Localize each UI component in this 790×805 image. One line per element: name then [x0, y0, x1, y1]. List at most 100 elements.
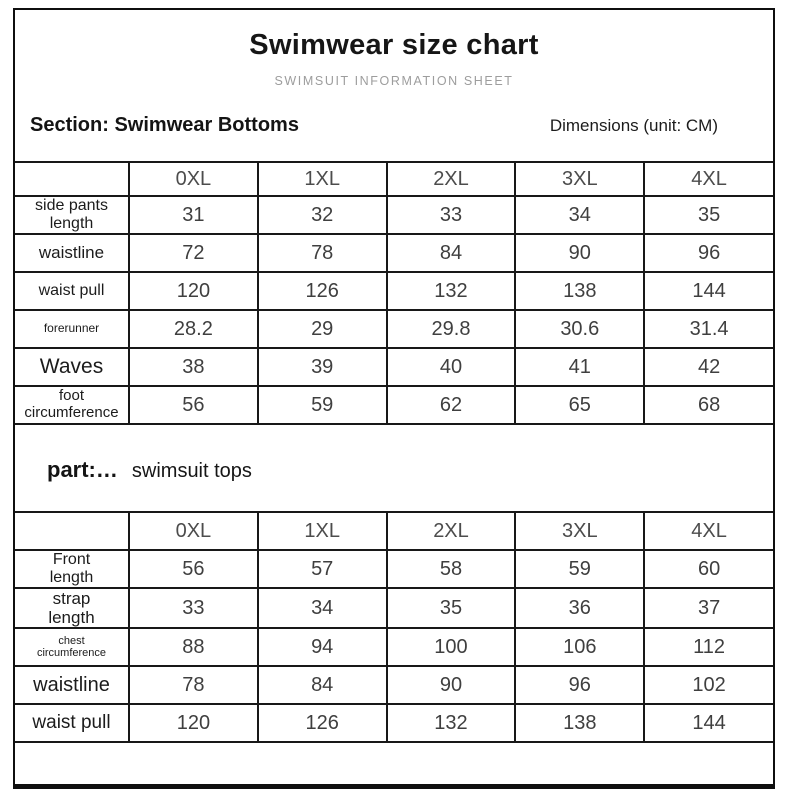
row-label: waistline [15, 233, 130, 273]
size-value-cell: 29 [256, 309, 388, 349]
tops-header-row: 0XL 1XL 2XL 3XL 4XL [15, 511, 773, 551]
corner-cell [15, 511, 130, 551]
size-value-cell: 126 [256, 703, 388, 744]
size-value-cell: 58 [385, 549, 517, 589]
size-value-cell: 59 [256, 385, 388, 425]
size-value-cell: 138 [514, 703, 646, 744]
size-value-cell: 33 [385, 195, 517, 235]
size-value-cell: 144 [643, 271, 773, 311]
table-row-chest-circumference: chest circumference 88 94 100 106 112 [15, 627, 773, 668]
size-column-header: 4XL [643, 511, 773, 551]
size-value-cell: 102 [643, 665, 773, 706]
size-value-cell: 34 [256, 586, 388, 630]
corner-cell [15, 161, 130, 197]
size-column-header: 4XL [643, 161, 773, 197]
row-label: side pants length [15, 195, 130, 235]
size-value-cell: 96 [643, 233, 773, 273]
section-bottoms-heading: Section: Swimwear Bottoms [30, 114, 299, 136]
row-label: foot circumference [15, 385, 130, 425]
size-value-cell: 96 [514, 665, 646, 706]
size-value-cell: 29.8 [385, 309, 517, 349]
size-value-cell: 31 [128, 195, 259, 235]
size-value-cell: 65 [514, 385, 646, 425]
row-label: chest circumference [15, 627, 130, 668]
size-value-cell: 38 [128, 347, 259, 387]
size-value-cell: 34 [514, 195, 646, 235]
size-value-cell: 33 [128, 586, 259, 630]
dimensions-unit-note: Dimensions (unit: CM) [549, 116, 718, 135]
size-value-cell: 35 [643, 195, 773, 235]
size-value-cell: 30.6 [514, 309, 646, 349]
table-row-waistline: waistline 72 78 84 90 96 [15, 233, 773, 273]
size-value-cell: 100 [385, 627, 517, 668]
size-value-cell: 90 [385, 665, 517, 706]
size-value-cell: 42 [643, 347, 773, 387]
size-value-cell: 28.2 [128, 309, 259, 349]
table-row-waistline-tops: waistline 78 84 90 96 102 [15, 665, 773, 706]
bottoms-header-row: 0XL 1XL 2XL 3XL 4XL [15, 161, 773, 197]
size-column-header: 1XL [256, 511, 388, 551]
size-value-cell: 94 [256, 627, 388, 668]
row-label: waist pull [15, 703, 130, 744]
size-value-cell: 72 [128, 233, 259, 273]
size-value-cell: 138 [514, 271, 646, 311]
size-value-cell: 62 [385, 385, 517, 425]
table-row-foot-circumference: foot circumference 56 59 62 65 68 [15, 385, 773, 425]
size-value-cell: 88 [128, 627, 259, 668]
empty-row [15, 741, 773, 781]
size-value-cell: 68 [643, 385, 773, 425]
section-header-row: Section: Swimwear Bottoms Dimensions (un… [30, 114, 718, 137]
empty-row-cell [15, 741, 773, 781]
row-label: forerunner [15, 309, 130, 349]
size-chart-sheet: Swimwear size chart SWIMSUIT INFORMATION… [13, 8, 775, 789]
row-label: Front length [15, 549, 130, 589]
size-value-cell: 31.4 [643, 309, 773, 349]
size-value-cell: 40 [385, 347, 517, 387]
section-tops-heading: swimsuit tops [131, 460, 252, 482]
size-value-cell: 78 [256, 233, 388, 273]
size-value-cell: 60 [643, 549, 773, 589]
size-column-header: 2XL [385, 511, 517, 551]
row-label: waist pull [15, 271, 130, 311]
size-value-cell: 126 [256, 271, 388, 311]
size-column-header: 2XL [385, 161, 517, 197]
row-label: Waves [15, 347, 130, 387]
row-label: waistline [15, 665, 130, 706]
row-label: strap length [15, 586, 130, 630]
size-value-cell: 132 [385, 271, 517, 311]
table-row-forerunner: forerunner 28.2 29 29.8 30.6 31.4 [15, 309, 773, 349]
table-row-waves: Waves 38 39 40 41 42 [15, 347, 773, 387]
size-value-cell: 84 [385, 233, 517, 273]
size-value-cell: 37 [643, 586, 773, 630]
size-value-cell: 57 [256, 549, 388, 589]
table-row-strap-length: strap length 33 34 35 36 37 [15, 586, 773, 630]
size-value-cell: 78 [128, 665, 259, 706]
size-value-cell: 56 [128, 549, 259, 589]
table-row-waist-pull: waist pull 120 126 132 138 144 [15, 271, 773, 311]
size-value-cell: 112 [643, 627, 773, 668]
size-column-header: 3XL [514, 511, 646, 551]
size-value-cell: 120 [128, 271, 259, 311]
size-value-cell: 106 [514, 627, 646, 668]
size-value-cell: 120 [128, 703, 259, 744]
bottoms-size-table: 0XL 1XL 2XL 3XL 4XL side pants length 31… [15, 161, 773, 425]
size-value-cell: 41 [514, 347, 646, 387]
table-row-waist-pull-tops: waist pull 120 126 132 138 144 [15, 703, 773, 744]
size-value-cell: 32 [256, 195, 388, 235]
size-value-cell: 144 [643, 703, 773, 744]
size-column-header: 0XL [128, 511, 259, 551]
size-column-header: 3XL [514, 161, 646, 197]
size-value-cell: 132 [385, 703, 517, 744]
size-value-cell: 39 [256, 347, 388, 387]
size-value-cell: 35 [385, 586, 517, 630]
size-column-header: 1XL [256, 161, 388, 197]
size-column-header: 0XL [128, 161, 259, 197]
table-row-front-length: Front length 56 57 58 59 60 [15, 549, 773, 589]
size-value-cell: 84 [256, 665, 388, 706]
page-subtitle: SWIMSUIT INFORMATION SHEET [274, 74, 514, 88]
size-value-cell: 59 [514, 549, 646, 589]
size-value-cell: 56 [128, 385, 259, 425]
table-row-side-pants-length: side pants length 31 32 33 34 35 [15, 195, 773, 235]
tops-size-table: 0XL 1XL 2XL 3XL 4XL Front length 56 57 5… [15, 511, 773, 781]
section-tops-heading-row: part:… swimsuit tops [47, 457, 773, 483]
